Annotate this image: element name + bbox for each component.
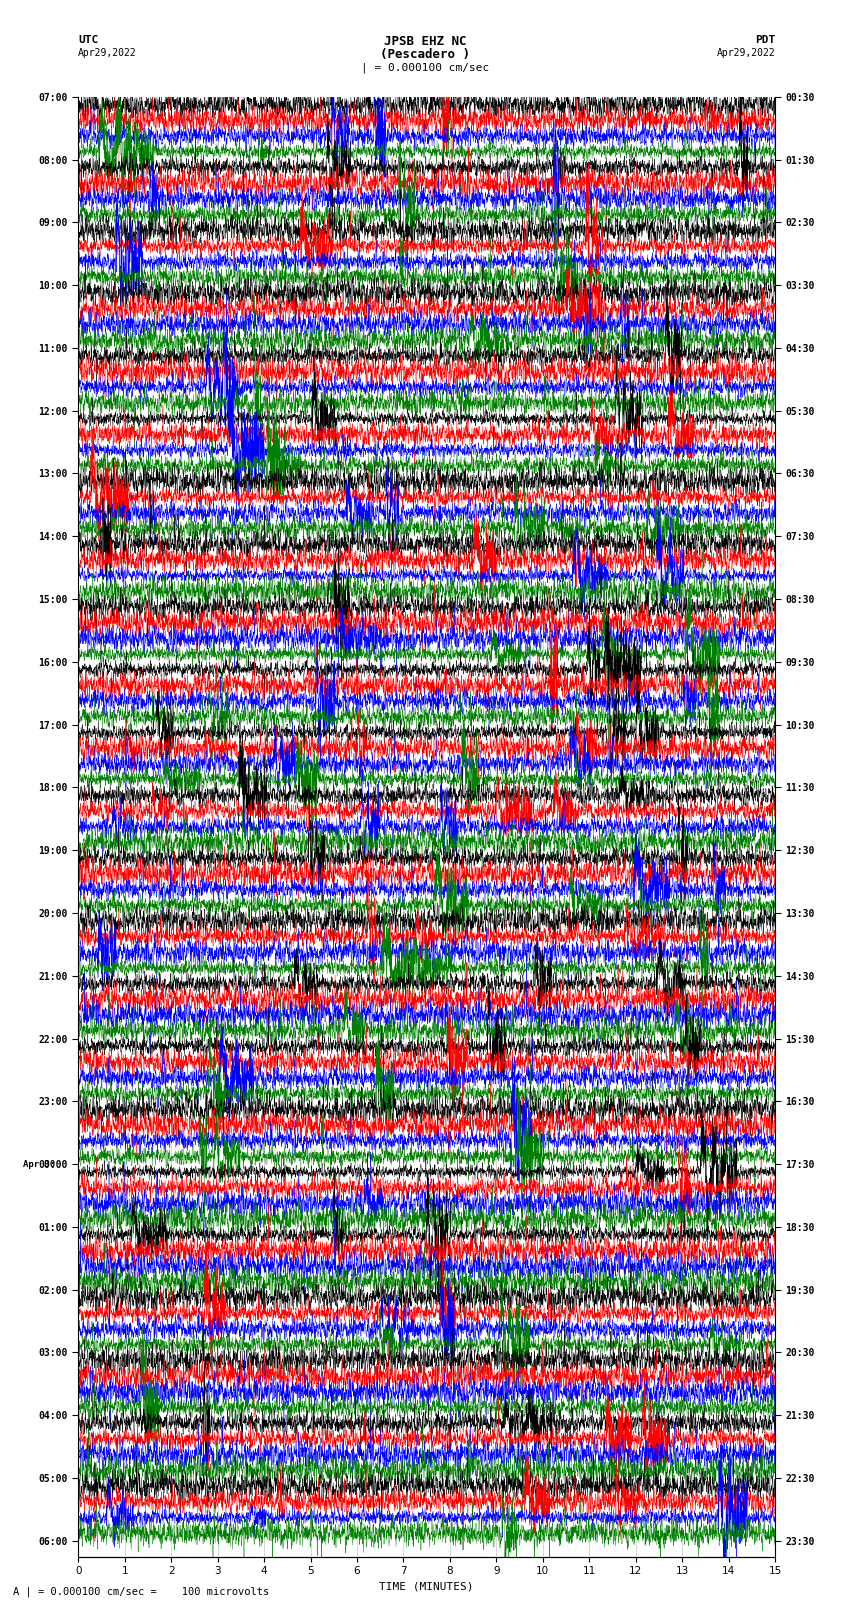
Text: (Pescadero ): (Pescadero ) bbox=[380, 48, 470, 61]
Text: Apr29,2022: Apr29,2022 bbox=[717, 48, 775, 58]
Text: A | = 0.000100 cm/sec =    100 microvolts: A | = 0.000100 cm/sec = 100 microvolts bbox=[13, 1586, 269, 1597]
Text: UTC: UTC bbox=[78, 35, 99, 45]
Text: Apr 30: Apr 30 bbox=[23, 1160, 55, 1169]
X-axis label: TIME (MINUTES): TIME (MINUTES) bbox=[379, 1582, 474, 1592]
Text: PDT: PDT bbox=[755, 35, 775, 45]
Text: | = 0.000100 cm/sec: | = 0.000100 cm/sec bbox=[361, 63, 489, 74]
Text: Apr29,2022: Apr29,2022 bbox=[78, 48, 137, 58]
Text: JPSB EHZ NC: JPSB EHZ NC bbox=[383, 35, 467, 48]
